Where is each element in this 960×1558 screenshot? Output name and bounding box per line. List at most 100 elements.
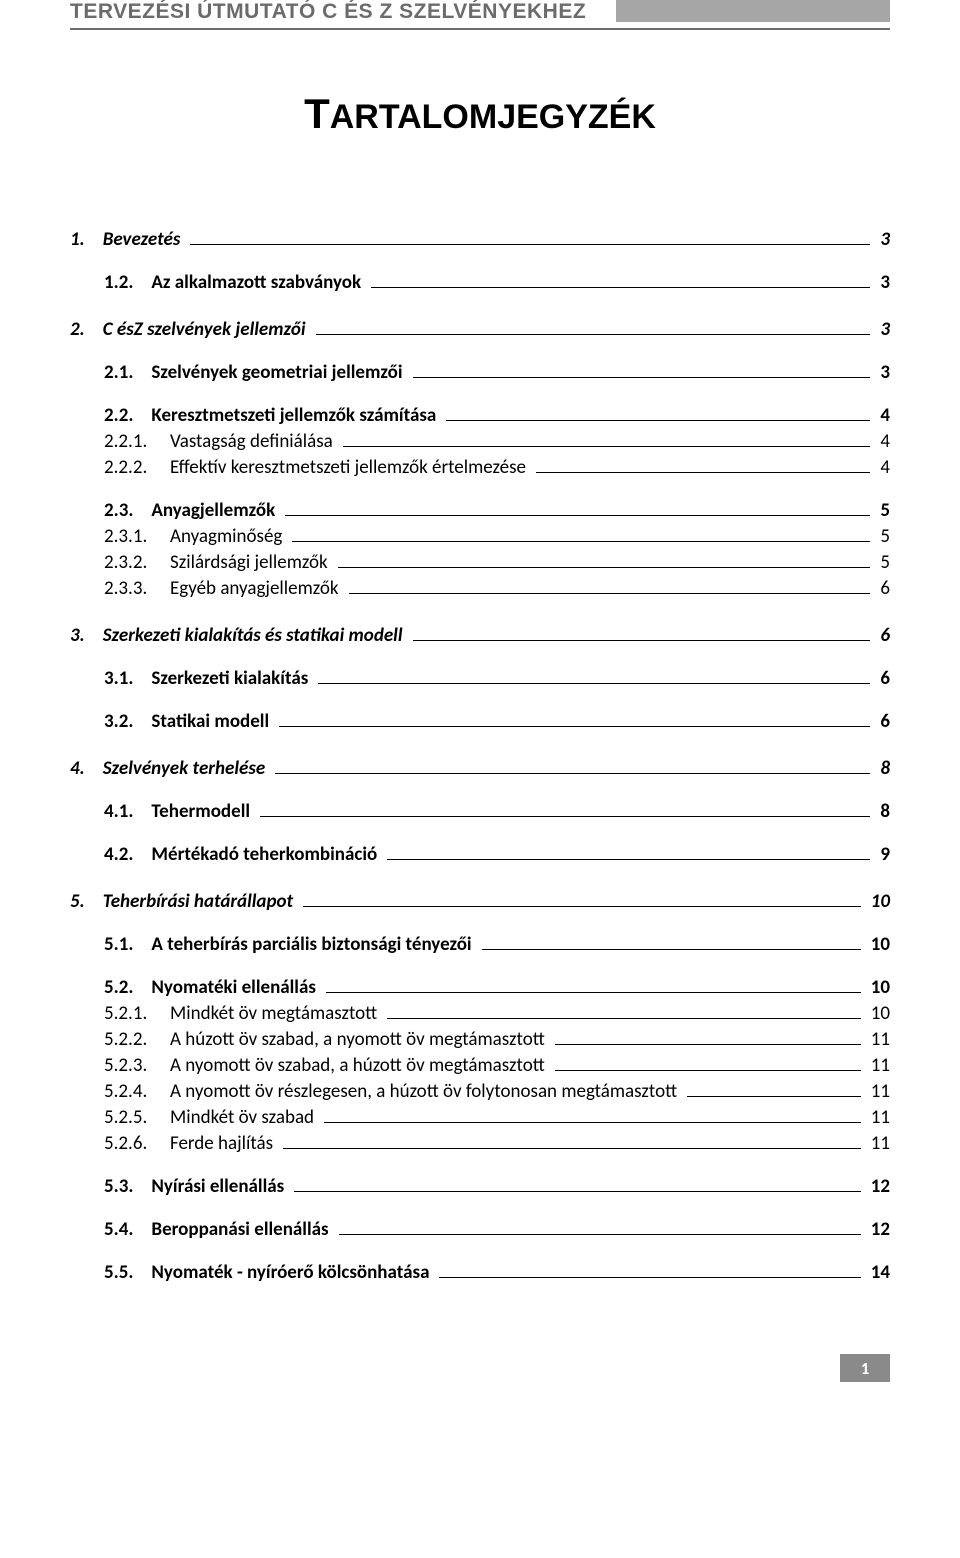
toc-number: 5.2.6. [104,1132,158,1155]
title-initial: T [304,90,330,137]
toc-label: Az alkalmazott szabványok [133,271,367,294]
running-header: TERVEZÉSI ÚTMUTATÓ C ÉS Z SZELVÉNYEKHEZ [70,0,890,24]
toc-number: 2.3.3. [104,577,158,600]
toc-page: 4 [874,404,890,427]
toc-page: 8 [874,800,890,823]
toc-entry: 5.5.Nyomaték - nyíróerő kölcsönhatása 14 [70,1261,890,1284]
toc-entry: 5.2.2.A húzott öv szabad, a nyomott öv m… [70,1028,890,1051]
toc-leader [283,1148,861,1149]
toc-entry: 2.3.1.Anyagminőség5 [70,525,890,548]
toc-label: Beroppanási ellenállás [133,1218,334,1241]
toc-entry: 2.3.3.Egyéb anyagjellemzők 6 [70,577,890,600]
header-rule [70,28,890,30]
toc-leader [536,472,870,473]
toc-entry: 3.2.Statikai modell6 [70,710,890,733]
toc-leader [324,1122,861,1123]
toc-leader [275,773,870,774]
toc-leader [339,1234,861,1235]
toc-label: Keresztmetszeti jellemzők számítása [133,404,442,427]
toc-label: Mértékadó teherkombináció [133,843,383,866]
toc-number: 4.2. [104,843,133,866]
toc-entry: 4.1.Tehermodell8 [70,800,890,823]
toc-label: Egyéb anyagjellemzők [158,577,345,600]
toc-page: 11 [865,1106,890,1129]
toc-label: Nyomaték - nyíróerő kölcsönhatása [133,1261,435,1284]
page-title: TARTALOMJEGYZÉK [70,90,890,138]
toc-page: 6 [874,577,890,600]
toc-label: Teherbírási határállapot [85,890,299,913]
toc-entry: 5.Teherbírási határállapot10 [70,890,890,913]
toc-label: Mindkét öv szabad [158,1106,320,1129]
toc-leader [190,244,870,245]
toc-page: 11 [865,1132,890,1155]
toc-label: Szerkezeti kialakítás [133,667,314,690]
toc-label: Nyomatéki ellenállás [133,976,322,999]
toc-entry: 2.2.2.Effektív keresztmetszeti jellemzők… [70,456,890,479]
toc-leader [318,683,870,684]
toc-page: 12 [865,1175,890,1198]
toc-entry: 5.2.3.A nyomott öv szabad, a húzott öv m… [70,1054,890,1077]
toc-number: 2.2.2. [104,456,158,479]
toc-label: A húzott öv szabad, a nyomott öv megtáma… [158,1028,551,1051]
toc-entry: 5.2.6.Ferde hajlítás 11 [70,1132,890,1155]
toc-entry: 5.2.1.Mindkét öv megtámasztott10 [70,1002,890,1025]
toc-leader [413,640,871,641]
toc-number: 5.5. [104,1261,133,1284]
toc-number: 3.2. [104,710,133,733]
toc-leader [279,726,870,727]
toc-label: Mindkét öv megtámasztott [158,1002,383,1025]
toc-number: 2.3.1. [104,525,158,548]
toc-number: 5.2.2. [104,1028,158,1051]
toc-page: 8 [874,757,890,780]
toc-page: 6 [874,667,890,690]
toc-leader [285,515,870,516]
running-title: TERVEZÉSI ÚTMUTATÓ C ÉS Z SZELVÉNYEKHEZ [70,0,616,24]
toc-page: 10 [865,976,890,999]
title-rest: ARTALOMJEGYZÉK [330,98,656,136]
toc-number: 5. [70,890,85,913]
toc-label: Szelvények terhelése [85,757,271,780]
toc-number: 5.3. [104,1175,133,1198]
toc-leader [387,859,870,860]
toc-number: 2.3. [104,499,133,522]
toc-leader [292,541,870,542]
table-of-contents: 1.Bevezetés31.2.Az alkalmazott szabványo… [70,228,890,1284]
toc-number: 4. [70,757,85,780]
toc-number: 5.2.4. [104,1080,158,1103]
toc-leader [260,816,870,817]
toc-entry: 2.C ésZ szelvények jellemzői3 [70,318,890,341]
toc-label: Szelvények geometriai jellemzői [133,361,408,384]
toc-label: Anyagjellemzők [133,499,281,522]
toc-entry: 5.1.A teherbírás parciális biztonsági té… [70,933,890,956]
toc-page: 3 [874,228,890,251]
toc-label: A nyomott öv részlegesen, a húzott öv fo… [158,1080,683,1103]
toc-entry: 4.Szelvények terhelése 8 [70,757,890,780]
toc-entry: 4.2.Mértékadó teherkombináció9 [70,843,890,866]
toc-page: 5 [874,525,890,548]
toc-entry: 5.2.Nyomatéki ellenállás10 [70,976,890,999]
toc-label: C ésZ szelvények jellemzői [85,318,312,341]
toc-page: 5 [874,551,890,574]
page-number-box: 1 [840,1354,890,1382]
toc-page: 14 [865,1261,890,1284]
toc-entry: 5.4.Beroppanási ellenállás12 [70,1218,890,1241]
toc-page: 11 [865,1054,890,1077]
toc-label: Statikai modell [133,710,275,733]
toc-page: 11 [865,1080,890,1103]
toc-label: Ferde hajlítás [158,1132,279,1155]
toc-number: 4.1. [104,800,133,823]
toc-number: 1. [70,228,85,251]
toc-leader [446,420,870,421]
page-number: 1 [861,1358,870,1379]
toc-number: 2.3.2. [104,551,158,574]
toc-page: 10 [865,1002,890,1025]
toc-label: Vastagság definiálása [158,430,339,453]
toc-entry: 3.Szerkezeti kialakítás és statikai mode… [70,624,890,647]
toc-number: 1.2. [104,271,133,294]
toc-number: 2. [70,318,85,341]
toc-entry: 2.1.Szelvények geometriai jellemzői3 [70,361,890,384]
toc-leader [687,1096,861,1097]
toc-leader [349,593,871,594]
toc-leader [439,1277,860,1278]
toc-page: 12 [865,1218,890,1241]
